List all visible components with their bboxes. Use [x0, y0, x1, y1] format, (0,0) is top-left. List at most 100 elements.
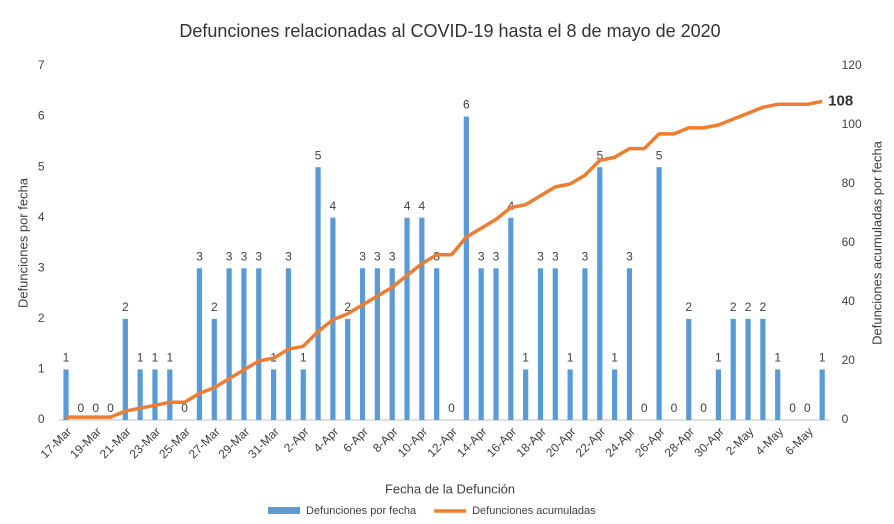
bar-value-label: 3: [359, 249, 366, 263]
x-tick-label: 27-Mar: [186, 424, 223, 461]
x-tick-label: 29-Mar: [216, 424, 253, 461]
y2-tick-label: 60: [842, 235, 856, 249]
bar-value-label: 0: [789, 401, 796, 415]
bar-value-label: 0: [804, 401, 811, 415]
bar-value-label: 4: [330, 199, 337, 213]
bar-value-label: 1: [819, 351, 826, 365]
y-tick-label: 1: [38, 362, 45, 376]
x-tick-label: 16-Apr: [484, 424, 519, 459]
bar-value-label: 1: [63, 351, 70, 365]
bar: [434, 268, 440, 420]
bar-value-label: 3: [552, 249, 559, 263]
y-tick-label: 6: [38, 109, 45, 123]
bar-value-label: 3: [493, 249, 500, 263]
bar-value-label: 2: [685, 300, 692, 314]
bar: [745, 318, 751, 420]
y-axis-title: Defunciones por fecha: [15, 177, 30, 308]
legend-label: Defunciones acumuladas: [472, 505, 596, 517]
bar: [359, 268, 366, 420]
bar-value-label: 2: [745, 300, 752, 314]
bar: [760, 318, 766, 420]
bar-value-label: 0: [181, 401, 188, 415]
x-tick-label: 4-May: [753, 424, 786, 457]
end-value-label: 108: [828, 92, 853, 109]
x-tick-label: 4-Apr: [311, 424, 342, 455]
bar: [270, 369, 277, 420]
y2-tick-label: 0: [842, 412, 849, 426]
x-axis-title: Fecha de la Defunción: [385, 481, 515, 496]
bar: [374, 268, 380, 420]
bar-value-label: 3: [582, 249, 589, 263]
bar: [122, 318, 128, 420]
bar: [819, 369, 825, 420]
y-tick-label: 4: [38, 210, 45, 224]
bar-value-label: 1: [774, 351, 781, 365]
bar: [493, 268, 499, 420]
bar: [567, 369, 573, 420]
bar-value-label: 3: [226, 249, 233, 263]
bar: [63, 369, 69, 420]
bar: [167, 369, 173, 420]
x-tick-label: 2-May: [723, 424, 756, 457]
bar-value-label: 1: [166, 351, 173, 365]
bar: [582, 268, 588, 420]
bar-value-label: 1: [611, 351, 618, 365]
bar-value-label: 0: [641, 401, 648, 415]
bar-value-label: 1: [300, 351, 307, 365]
bar-value-label: 1: [567, 351, 574, 365]
bar: [285, 268, 292, 420]
bar-value-label: 2: [344, 300, 351, 314]
bar-value-label: 3: [478, 249, 485, 263]
bar: [715, 369, 721, 420]
x-tick-label: 22-Apr: [573, 424, 608, 459]
bar-value-label: 3: [389, 249, 396, 263]
x-tick-label: 31-Mar: [245, 424, 282, 461]
bar-value-label: 6: [463, 98, 470, 112]
x-tick-label: 18-Apr: [513, 424, 548, 459]
x-tick-label: 10-Apr: [395, 424, 430, 459]
y2-tick-label: 80: [842, 176, 856, 190]
bar-value-label: 1: [152, 351, 159, 365]
x-tick-label: 28-Apr: [662, 424, 697, 459]
bar: [137, 369, 143, 420]
cumulative-line: [66, 99, 823, 419]
bar-value-label: 5: [596, 148, 603, 162]
bar-value-label: 4: [404, 199, 411, 213]
bar-value-label: 0: [671, 401, 678, 415]
x-tick-label: 23-Mar: [127, 424, 164, 461]
bar-value-label: 3: [196, 249, 203, 263]
bar-value-label: 2: [760, 300, 767, 314]
bar: [552, 268, 558, 420]
bar: [656, 167, 662, 420]
bar: [211, 318, 217, 420]
bar: [404, 217, 410, 420]
bar: [463, 116, 469, 421]
bar-value-label: 1: [137, 351, 144, 365]
x-tick-label: 25-Mar: [156, 424, 193, 461]
x-tick-label: 24-Apr: [602, 424, 637, 459]
legend-swatch: [268, 507, 300, 514]
x-tick-label: 12-Apr: [425, 424, 460, 459]
y-tick-label: 7: [38, 58, 45, 72]
bar: [256, 268, 262, 420]
bar-value-label: 2: [122, 300, 129, 314]
bar-value-label: 3: [537, 249, 544, 263]
bar-value-label: 3: [626, 249, 633, 263]
y2-tick-label: 100: [842, 117, 862, 131]
x-tick-label: 21-Mar: [97, 424, 134, 461]
bar: [523, 369, 529, 420]
y-tick-label: 5: [38, 159, 45, 173]
bar: [537, 268, 544, 420]
bar-value-label: 3: [255, 249, 262, 263]
bar-value-label: 1: [715, 351, 722, 365]
bar: [345, 318, 351, 420]
x-tick-label: 6-May: [782, 424, 815, 457]
bar: [419, 217, 425, 420]
bar: [626, 268, 633, 420]
bar-value-label: 0: [77, 401, 84, 415]
y-tick-label: 3: [38, 260, 45, 274]
bar: [389, 268, 395, 420]
bar: [315, 167, 321, 420]
y2-tick-label: 40: [842, 294, 856, 308]
